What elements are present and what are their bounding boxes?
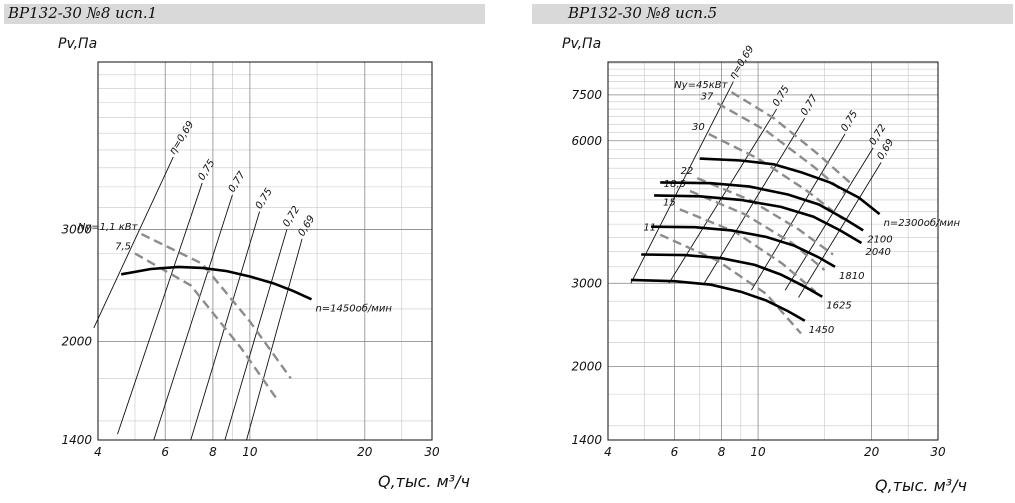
chart1-efficiency-line xyxy=(153,194,233,441)
chart2-y-axis-label: Pv,Па xyxy=(562,36,602,52)
chart2-y-tick-label: 6000 xyxy=(571,134,602,148)
chart2-x-tick-label: 4 xyxy=(604,445,612,459)
chart2-efficiency-label: 0,75 xyxy=(839,109,860,134)
chart2-x-tick-label: 30 xyxy=(930,445,946,459)
chart1-efficiency-line xyxy=(117,182,203,435)
chart2-speed-label: 2040 xyxy=(865,247,890,258)
chart1-y-axis-label: Pv,Па xyxy=(58,36,98,52)
chart2-x-tick-label: 8 xyxy=(718,445,726,459)
chart1-x-axis-label-text: Q,тыс. м³/ч xyxy=(378,472,470,491)
chart1-power-line xyxy=(134,252,279,401)
chart2-frame xyxy=(607,61,939,441)
chart2-x-tick-label: 6 xyxy=(671,445,679,459)
chart1-x-tick-label: 4 xyxy=(94,445,102,459)
chart2-efficiency-label: 0,75 xyxy=(771,84,792,109)
chart1-x-tick-label: 30 xyxy=(424,445,440,459)
chart1-x-tick-label: 10 xyxy=(242,445,258,459)
chart2-speed-curve xyxy=(660,181,864,232)
chart2-power-label: 18,5 xyxy=(664,179,686,190)
chart1-efficiency-line xyxy=(224,229,288,441)
chart2-power-label: 15 xyxy=(663,197,676,208)
chart2-speed-curve xyxy=(699,157,881,216)
chart1-title-bar xyxy=(4,4,485,24)
chart2-speed-curve xyxy=(641,253,823,298)
chart2-title-bar xyxy=(532,4,1013,24)
chart2-power-label: Ny=45кВт xyxy=(674,80,728,91)
chart2-power-label: 11 xyxy=(643,223,656,234)
chart1-efficiency-line xyxy=(246,238,303,441)
chart2-power-line xyxy=(659,233,802,335)
chart1-title: ВР132-30 №8 исп.1 xyxy=(8,4,158,22)
chart2-power-line xyxy=(708,132,844,221)
chart1-y-tick-label: 3000 xyxy=(61,222,92,236)
chart2-power-line xyxy=(679,208,817,293)
chart1-power-label: 7,5 xyxy=(115,241,131,252)
chart2-power-label: 37 xyxy=(701,91,714,102)
chart2-power-label: 22 xyxy=(681,166,694,177)
chart1-x-tick-label: 6 xyxy=(161,445,169,459)
chart1-x-tick-label: 20 xyxy=(357,445,373,459)
chart2-speed-curve xyxy=(650,225,836,268)
chart1-y-tick-label: 2000 xyxy=(61,334,92,348)
chart1-power-label: Ny=1,1 кВт xyxy=(78,222,139,233)
chart1-frame xyxy=(97,61,433,441)
chart2-efficiency-line xyxy=(703,117,806,284)
chart2-speed-curve xyxy=(630,278,806,322)
chart2-efficiency-label: η=0,69 xyxy=(728,44,757,81)
chart1-y-tick-label: 1400 xyxy=(61,433,92,447)
chart1-x-axis-label: Q,тыс. м³/ч xyxy=(378,472,470,491)
chart1-speed-label: n=1450об/мин xyxy=(315,302,392,314)
chart2-y-tick-label: 3000 xyxy=(571,276,602,290)
chart2-speed-curve xyxy=(654,194,863,245)
chart2-x-axis-label: Q,тыс. м³/ч xyxy=(875,476,967,495)
chart2-y-tick-label: 7500 xyxy=(571,88,602,102)
chart2-title: ВР132-30 №8 исп.5 xyxy=(568,4,718,22)
chart2-power-line xyxy=(696,177,834,256)
chart1-efficiency-line xyxy=(93,156,174,329)
chart2-power-line xyxy=(730,91,851,184)
chart2-speed-label: 1810 xyxy=(839,271,864,282)
chart2-power-label: 30 xyxy=(692,122,705,133)
chart2-power-line xyxy=(689,189,826,271)
chart1-x-tick-label: 8 xyxy=(209,445,217,459)
chart2-y-tick-label: 2000 xyxy=(571,360,602,374)
chart2-efficiency-label: 0,77 xyxy=(799,92,820,117)
chart1-speed-curve xyxy=(120,265,313,301)
chart2-power-line xyxy=(716,102,846,195)
chart2-x-axis-label-text: Q,тыс. м³/ч xyxy=(875,476,967,495)
chart1-efficiency-line xyxy=(190,211,260,441)
chart2-speed-label: 1450 xyxy=(809,325,834,336)
chart2-speed-label: 1625 xyxy=(826,301,851,312)
chart2-x-tick-label: 20 xyxy=(864,445,880,459)
chart2-x-tick-label: 10 xyxy=(750,445,766,459)
chart2-y-tick-label: 1400 xyxy=(571,433,602,447)
chart2-efficiency-line xyxy=(784,147,874,291)
chart1-power-line xyxy=(140,233,292,380)
chart2-speed-label: n=2300об/мин xyxy=(884,217,961,229)
chart2-speed-label: 2100 xyxy=(867,234,892,245)
